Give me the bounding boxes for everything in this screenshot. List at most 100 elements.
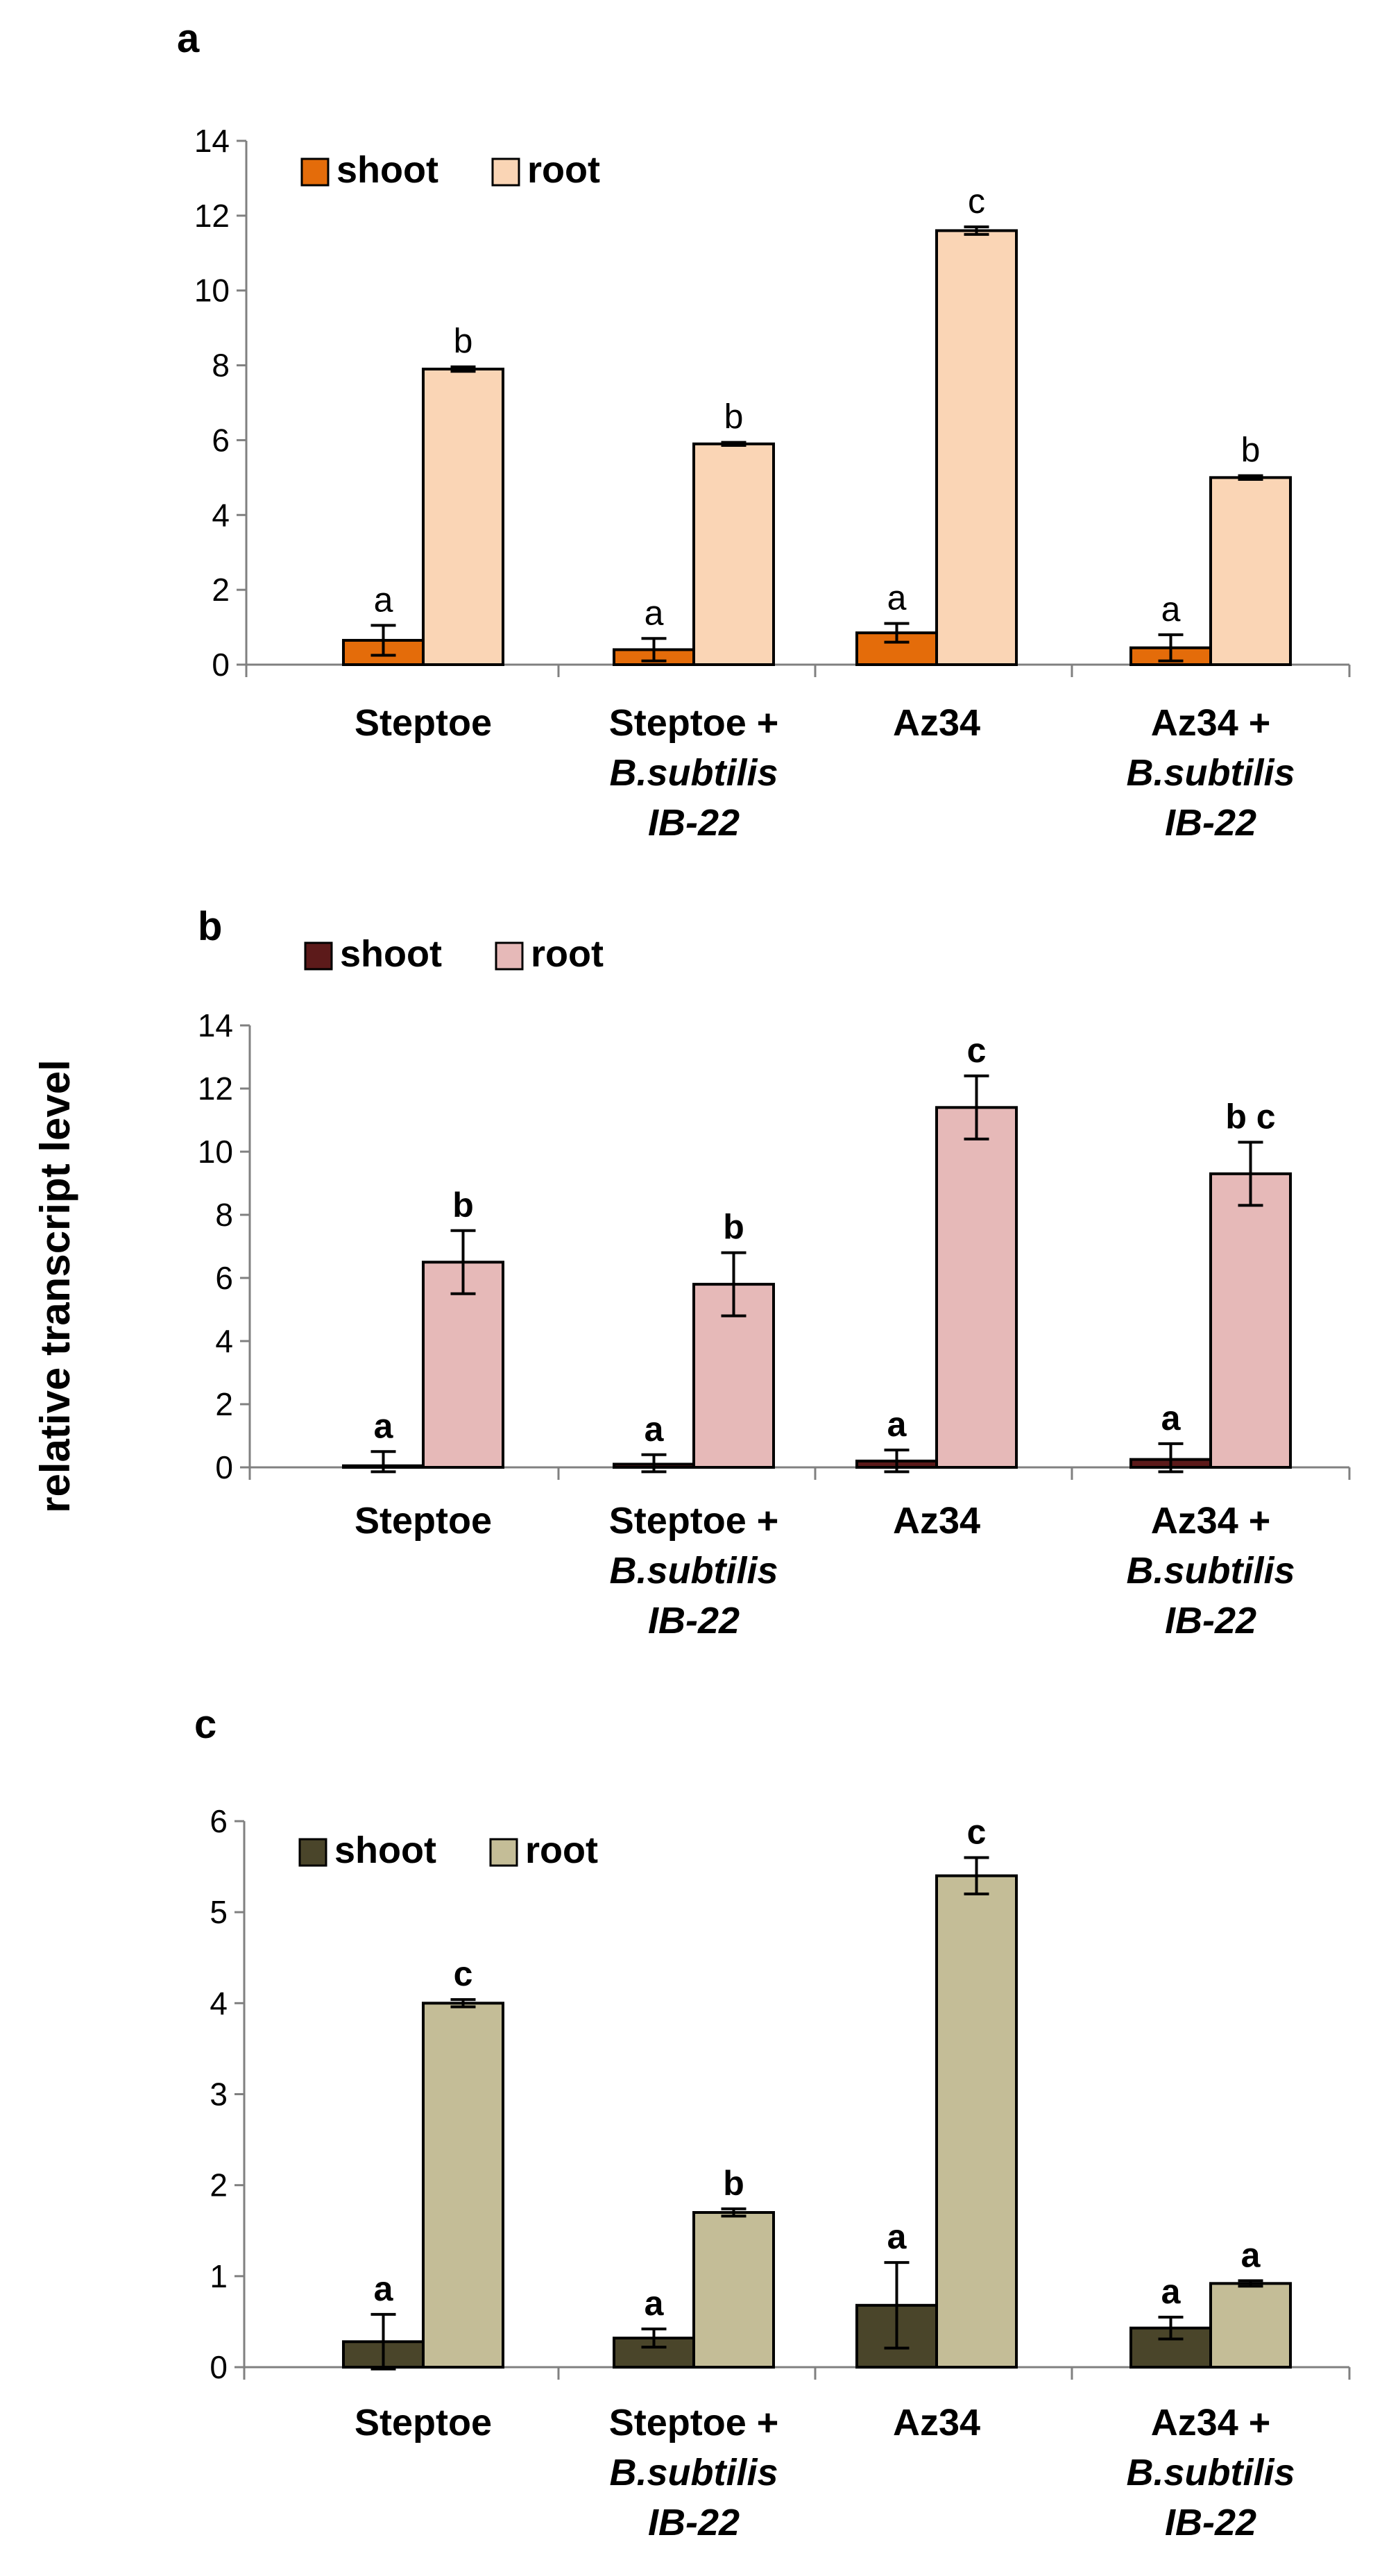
significance-letter: a [645,593,664,632]
significance-letter: a [1241,2235,1261,2274]
legend-swatch [489,1838,518,1867]
legend-label: root [531,933,604,975]
bar-root [1209,2282,1292,2369]
y-tick-label: 8 [212,348,230,384]
y-tick-label: 6 [215,1260,233,1296]
legend-label: shoot [334,1829,436,1871]
y-tick-label: 4 [212,497,230,533]
legend-swatch [491,157,520,187]
legend-swatch [495,941,524,971]
category-label: B.subtilis [609,1550,778,1592]
significance-letter: a [374,1406,394,1445]
significance-letter: a [887,1405,907,1444]
chart-panel-c: c 0 1 2 3 4 5 6 a a a a c b c a Steptoe Steptoe + B.subtil… [194,1702,1351,2543]
y-tick-label: 14 [198,1007,233,1043]
y-tick-label: 10 [198,1134,233,1170]
chart-panel-a: a 0 2 4 6 8 10 12 14 a a a a b b c b Steptoe Steptoe + B.su… [177,16,1351,844]
significance-letter: b c [1225,1097,1275,1136]
chart-panel-b: b 0 2 4 6 8 10 12 14 a a a a b b c b c Steptoe Steptoe + B.… [198,904,1351,1641]
category-label: IB-22 [648,802,740,844]
significance-letter: a [374,580,393,619]
category-label: IB-22 [1165,2502,1256,2543]
y-tick-label: 2 [210,2167,228,2203]
significance-letter: b [452,1186,474,1225]
category-label: Az34 + [1151,702,1271,744]
y-tick-label: 8 [215,1197,233,1233]
category-label: IB-22 [648,2502,740,2543]
y-tick-label: 12 [194,198,230,234]
y-tick-label: 1 [210,2258,228,2294]
category-label: B.subtilis [1126,752,1295,794]
bar-root [422,1261,504,1469]
legend-swatch [298,1838,327,1867]
significance-letter: a [1161,590,1181,629]
significance-letter: a [1161,1399,1182,1438]
significance-letter: b [724,398,744,436]
legend-label: root [527,149,600,191]
y-tick-label: 0 [212,647,230,683]
significance-letter: a [374,2269,394,2308]
category-label: Az34 + [1151,2402,1271,2443]
category-label: IB-22 [1165,1600,1256,1641]
y-tick-label: 4 [210,1985,228,2021]
category-label: Az34 [893,2402,980,2443]
y-tick-label: 14 [194,123,230,159]
category-label: Steptoe + [609,702,779,744]
legend-swatch [304,941,333,971]
panel-label: b [198,904,222,949]
category-label: IB-22 [648,1600,740,1641]
y-tick-label: 3 [210,2076,228,2113]
legend-label: root [525,1829,598,1871]
bar-root [935,1874,1018,2369]
y-tick-label: 5 [210,1894,228,1930]
significance-letter: a [645,2284,665,2323]
bar-root [692,442,775,666]
category-label: B.subtilis [1126,2452,1295,2493]
category-label: Az34 [893,702,980,744]
legend-label: shoot [336,149,438,191]
panel-label: a [177,16,200,61]
bar-root [935,1106,1018,1469]
bar-root [692,2211,775,2369]
y-tick-label: 12 [198,1071,233,1107]
y-axis-label: relative transcript level [32,1059,78,1513]
category-label: IB-22 [1165,802,1256,844]
significance-letter: c [968,182,985,221]
bar-root [422,2002,504,2369]
legend-swatch [300,157,330,187]
panel-label: c [194,1702,216,1747]
significance-letter: b [454,322,473,361]
y-tick-label: 0 [215,1449,233,1485]
significance-letter: a [887,2217,907,2256]
category-label: Az34 [893,1500,980,1542]
significance-letter: a [645,1410,665,1449]
category-label: Steptoe + [609,2402,779,2443]
y-tick-label: 4 [215,1323,233,1359]
category-label: Steptoe [355,1500,492,1542]
category-label: Az34 + [1151,1500,1271,1542]
bar-root [422,367,504,666]
category-label: B.subtilis [609,2452,778,2493]
category-label: Steptoe + [609,1500,779,1542]
significance-letter: b [723,2164,744,2203]
significance-letter: a [887,579,907,617]
y-tick-label: 6 [212,422,230,458]
significance-letter: a [1161,2272,1182,2311]
category-label: B.subtilis [609,752,778,794]
y-tick-label: 2 [212,572,230,608]
category-label: Steptoe [355,2402,492,2443]
legend-label: shoot [340,933,442,975]
significance-letter: c [967,1812,987,1851]
significance-letter: b [723,1208,744,1247]
bar-root [1209,476,1292,666]
category-label: B.subtilis [1126,1550,1295,1592]
y-tick-label: 0 [210,2349,228,2385]
y-tick-label: 10 [194,273,230,309]
bar-root [1209,1172,1292,1469]
significance-letter: c [967,1031,987,1070]
y-tick-label: 2 [215,1386,233,1422]
bar-root [935,229,1018,666]
significance-letter: c [454,1954,473,1993]
